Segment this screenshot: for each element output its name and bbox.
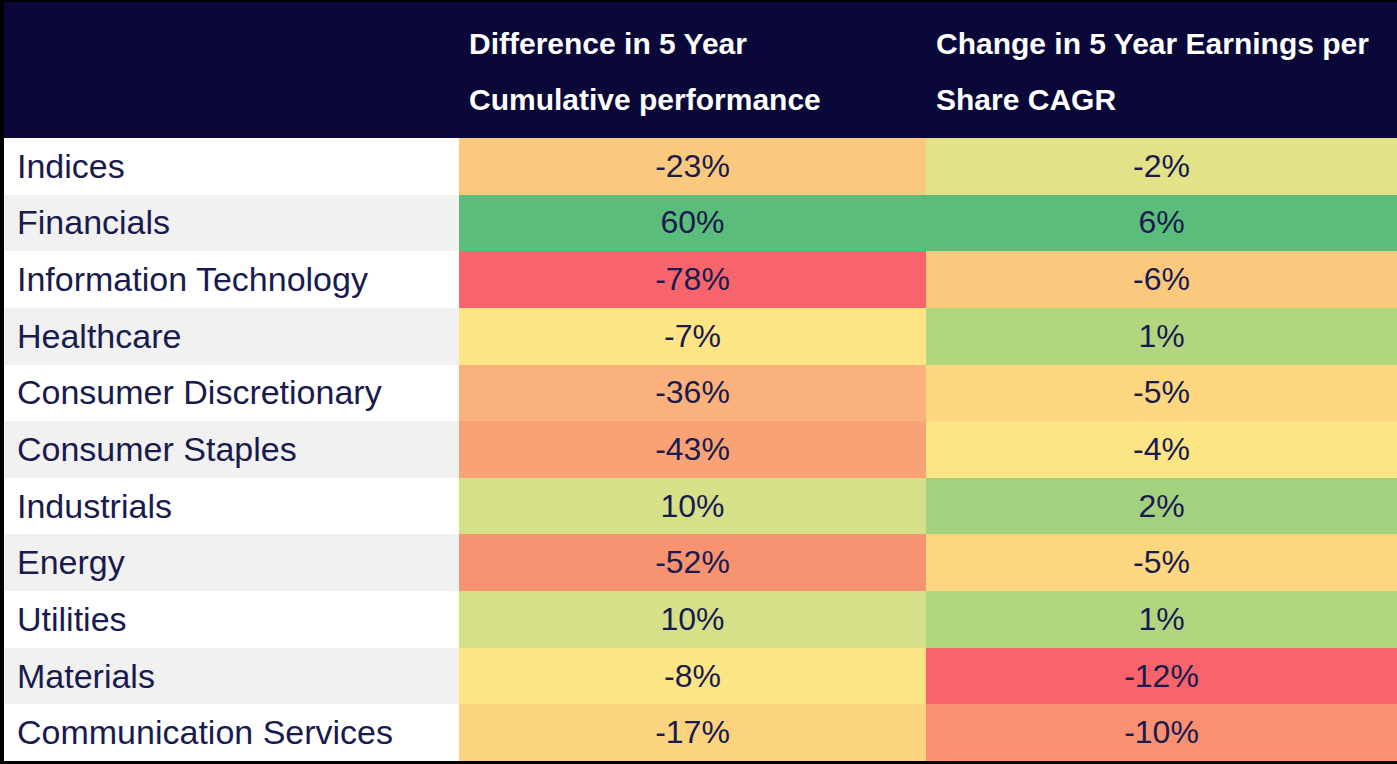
- table-header-row: Difference in 5 Year Cumulative performa…: [4, 2, 1397, 138]
- cumulative-performance-cell: 60%: [459, 195, 926, 252]
- row-label: Healthcare: [4, 308, 459, 365]
- row-label: Consumer Discretionary: [4, 365, 459, 422]
- eps-cagr-cell: 6%: [926, 195, 1397, 252]
- eps-cagr-cell: -6%: [926, 251, 1397, 308]
- cumulative-performance-cell: -7%: [459, 308, 926, 365]
- cumulative-performance-cell: -17%: [459, 704, 926, 761]
- table-row: Industrials10%2%: [4, 478, 1397, 535]
- eps-cagr-cell: -5%: [926, 534, 1397, 591]
- column-header-cumulative-performance: Difference in 5 Year Cumulative performa…: [459, 2, 926, 138]
- cumulative-performance-cell: -36%: [459, 365, 926, 422]
- heatmap-table: Difference in 5 Year Cumulative performa…: [0, 0, 1397, 764]
- eps-cagr-cell: -4%: [926, 421, 1397, 478]
- table-row: Utilities10%1%: [4, 591, 1397, 648]
- row-label: Energy: [4, 534, 459, 591]
- column-header-eps-cagr: Change in 5 Year Earnings per Share CAGR: [926, 2, 1397, 138]
- table-row: Information Technology-78%-6%: [4, 251, 1397, 308]
- eps-cagr-cell: -12%: [926, 648, 1397, 705]
- eps-cagr-cell: -10%: [926, 704, 1397, 761]
- eps-cagr-cell: 1%: [926, 591, 1397, 648]
- table-row: Communication Services-17%-10%: [4, 704, 1397, 761]
- eps-cagr-cell: 2%: [926, 478, 1397, 535]
- row-label: Materials: [4, 648, 459, 705]
- table-row: Consumer Discretionary-36%-5%: [4, 365, 1397, 422]
- cumulative-performance-cell: 10%: [459, 478, 926, 535]
- table-row: Financials60%6%: [4, 195, 1397, 252]
- cumulative-performance-cell: -52%: [459, 534, 926, 591]
- row-label: Consumer Staples: [4, 421, 459, 478]
- table-body: Indices-23%-2%Financials60%6%Information…: [4, 138, 1397, 761]
- table-row: Materials-8%-12%: [4, 648, 1397, 705]
- row-label: Indices: [4, 138, 459, 195]
- row-label: Communication Services: [4, 704, 459, 761]
- cumulative-performance-cell: -78%: [459, 251, 926, 308]
- row-label: Information Technology: [4, 251, 459, 308]
- row-label: Financials: [4, 195, 459, 252]
- row-label: Industrials: [4, 478, 459, 535]
- cumulative-performance-cell: -8%: [459, 648, 926, 705]
- table-row: Energy-52%-5%: [4, 534, 1397, 591]
- cumulative-performance-cell: -23%: [459, 138, 926, 195]
- corner-cell: [4, 2, 459, 138]
- table-row: Indices-23%-2%: [4, 138, 1397, 195]
- eps-cagr-cell: 1%: [926, 308, 1397, 365]
- row-label: Utilities: [4, 591, 459, 648]
- eps-cagr-cell: -2%: [926, 138, 1397, 195]
- table-row: Healthcare-7%1%: [4, 308, 1397, 365]
- table-row: Consumer Staples-43%-4%: [4, 421, 1397, 478]
- cumulative-performance-cell: -43%: [459, 421, 926, 478]
- eps-cagr-cell: -5%: [926, 365, 1397, 422]
- cumulative-performance-cell: 10%: [459, 591, 926, 648]
